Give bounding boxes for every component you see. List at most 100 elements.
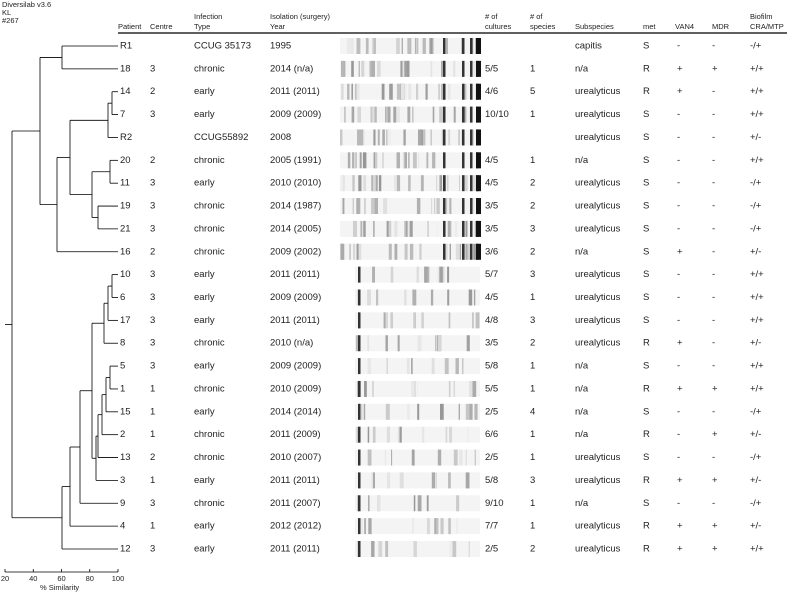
table-cell: 3 xyxy=(150,63,155,74)
band xyxy=(363,175,366,192)
band xyxy=(453,106,456,123)
table-cell: + xyxy=(677,383,683,394)
table-cell: 3 xyxy=(530,269,535,280)
band xyxy=(439,106,444,123)
table-cell: 4 xyxy=(120,521,125,532)
column-header: # of xyxy=(485,12,498,21)
table-cell: +/- xyxy=(750,429,761,440)
band xyxy=(408,220,411,237)
band xyxy=(453,380,456,397)
band xyxy=(394,243,398,260)
band xyxy=(358,403,361,420)
band xyxy=(474,220,476,237)
band xyxy=(447,83,451,100)
table-cell: 2 xyxy=(530,544,535,555)
table-cell: 1 xyxy=(530,361,535,372)
band xyxy=(377,495,381,512)
column-header: met xyxy=(643,22,656,31)
band xyxy=(419,243,422,260)
table-cell: 1 xyxy=(530,452,535,463)
band xyxy=(465,403,470,420)
table-cell: + xyxy=(677,544,683,555)
band xyxy=(464,220,467,237)
table-cell: +/+ xyxy=(750,109,764,120)
band xyxy=(406,358,410,375)
column-header: Centre xyxy=(150,22,173,31)
band xyxy=(462,198,465,215)
table-cell: S xyxy=(643,246,649,257)
band xyxy=(449,426,453,443)
table-cell: S xyxy=(643,406,649,417)
band xyxy=(386,358,388,375)
band xyxy=(387,106,391,123)
band xyxy=(383,312,386,329)
band xyxy=(358,495,361,512)
table-cell: early xyxy=(194,269,215,280)
band xyxy=(422,38,426,54)
table-cell: S xyxy=(643,452,649,463)
band xyxy=(461,38,463,54)
table-cell: +/+ xyxy=(750,86,764,97)
table-cell: n/a xyxy=(575,63,589,74)
table-cell: 3 xyxy=(150,361,155,372)
table-cell: - xyxy=(677,406,680,417)
band xyxy=(439,266,443,283)
table-cell: 1 xyxy=(530,498,535,509)
band xyxy=(396,83,400,100)
table-cell: n/a xyxy=(575,361,589,372)
band xyxy=(356,83,360,100)
band xyxy=(464,83,467,100)
table-cell: chronic xyxy=(194,383,225,394)
axis-tick-label: 20 xyxy=(1,574,9,583)
table-cell: 13 xyxy=(120,452,131,463)
band xyxy=(408,175,411,192)
table-cell: 4/6 xyxy=(485,86,498,97)
table-cell: chronic xyxy=(194,223,225,234)
band xyxy=(353,220,357,237)
table-cell: 10 xyxy=(120,269,131,280)
band xyxy=(340,243,345,260)
band xyxy=(418,152,420,169)
band xyxy=(361,60,365,77)
band xyxy=(437,266,440,283)
band xyxy=(409,243,414,260)
band xyxy=(364,380,367,397)
column-header: Patient xyxy=(118,22,142,31)
band xyxy=(373,38,376,54)
band xyxy=(469,403,473,420)
table-cell: 18 xyxy=(120,63,131,74)
table-cell: + xyxy=(677,475,683,486)
table-cell: urealyticus xyxy=(575,452,621,463)
table-cell: early xyxy=(194,475,215,486)
table-cell: 1 xyxy=(530,429,535,440)
table-cell: R xyxy=(643,63,650,74)
software-label: Diversilab v3.6 xyxy=(2,0,51,9)
band xyxy=(439,175,441,192)
table-cell: early xyxy=(194,315,215,326)
band xyxy=(413,541,417,557)
band xyxy=(435,335,437,352)
table-cell: -/+ xyxy=(750,452,762,463)
band xyxy=(369,60,373,77)
band xyxy=(431,358,435,375)
band xyxy=(472,380,477,397)
table-cell: 3 xyxy=(150,201,155,212)
table-cell: S xyxy=(643,292,649,303)
table-cell: - xyxy=(677,269,680,280)
band xyxy=(421,426,425,443)
band xyxy=(362,152,367,169)
table-cell: 2009 (2009) xyxy=(270,109,321,120)
band xyxy=(394,175,396,192)
band xyxy=(367,358,372,375)
table-cell: 2011 (2007) xyxy=(270,498,321,509)
table-cell: - xyxy=(712,155,715,166)
table-cell: 2014 (2014) xyxy=(270,406,321,417)
band xyxy=(463,243,466,260)
band xyxy=(440,518,444,535)
table-cell: - xyxy=(677,292,680,303)
table-cell: 3 xyxy=(150,544,155,555)
band xyxy=(404,60,408,77)
table-cell: 3/5 xyxy=(485,223,498,234)
band xyxy=(352,198,354,215)
band xyxy=(470,38,473,54)
